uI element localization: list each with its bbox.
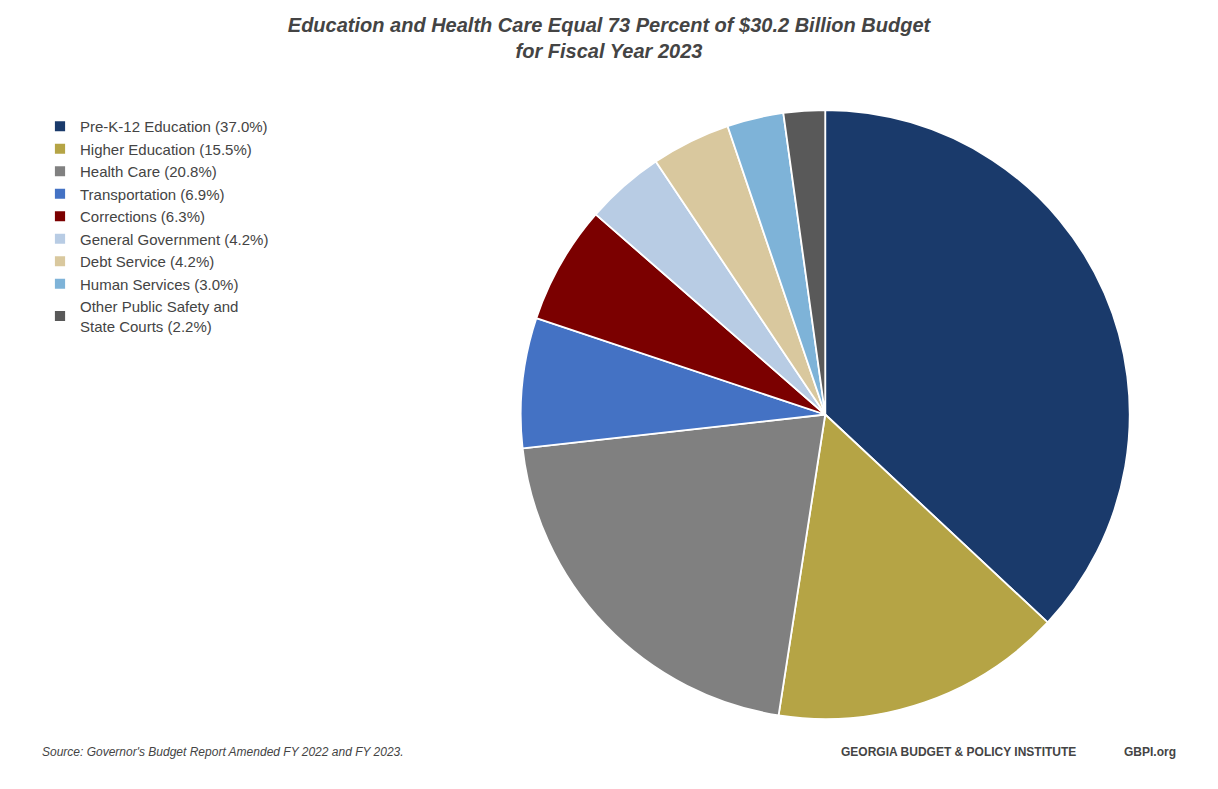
svg-text:Pre-K-12 Education (37.0%): Pre-K-12 Education (37.0%) (80, 118, 268, 135)
svg-text:Higher Education (15.5%): Higher Education (15.5%) (80, 141, 252, 158)
svg-text:GEORGIA BUDGET & POLICY INSTIT: GEORGIA BUDGET & POLICY INSTITUTE (841, 745, 1076, 759)
svg-text:Corrections (6.3%): Corrections (6.3%) (80, 208, 205, 225)
svg-text:General Government (4.2%): General Government (4.2%) (80, 231, 268, 248)
svg-text:Other Public Safety andState C: Other Public Safety andState Courts (2.2… (80, 298, 238, 335)
svg-text:Health Care (20.8%): Health Care (20.8%) (80, 163, 217, 180)
svg-text:Transportation (6.9%): Transportation (6.9%) (80, 186, 225, 203)
svg-text:Debt Service (4.2%): Debt Service (4.2%) (80, 253, 214, 270)
svg-text:Human Services (3.0%): Human Services (3.0%) (80, 276, 238, 293)
svg-text:GBPI.org: GBPI.org (1124, 745, 1176, 759)
svg-text:Education and Health Care Equa: Education and Health Care Equal 73 Perce… (288, 14, 932, 62)
svg-text:Source: Governor's Budget Repo: Source: Governor's Budget Report Amended… (42, 745, 404, 759)
